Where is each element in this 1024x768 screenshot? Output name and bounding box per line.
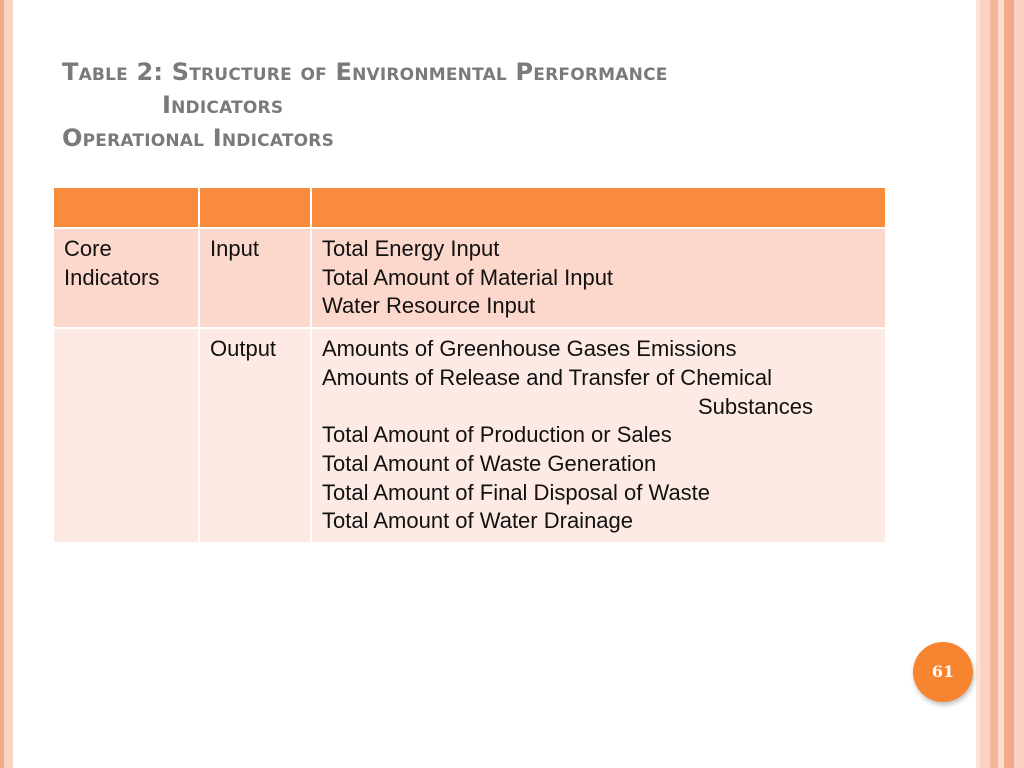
- right-decor-strip: [976, 0, 1024, 768]
- indicators-cell: Total Energy Input Total Amount of Mater…: [312, 229, 885, 328]
- table-row: Core Indicators Input Total Energy Input…: [54, 229, 885, 328]
- header-cell-1: [54, 188, 198, 227]
- left-decor-strip: [0, 0, 13, 768]
- type-cell: Input: [200, 229, 310, 328]
- table-header-row: [54, 188, 885, 227]
- indicators-cell: Amounts of Greenhouse Gases Emissions Am…: [312, 329, 885, 543]
- indicator-item: Amounts of Release and Transfer of Chemi…: [322, 364, 773, 390]
- indicator-item: Total Amount of Water Drainage: [322, 508, 634, 534]
- indicator-item: Total Amount of Waste Generation: [322, 450, 657, 476]
- indicator-item: Water Resource Input: [322, 293, 536, 319]
- indicator-item: Total Energy Input: [322, 236, 500, 261]
- title-line-2: Indicators: [162, 91, 284, 119]
- table-row: Output Amounts of Greenhouse Gases Emiss…: [54, 329, 885, 543]
- page-number-badge: 61: [913, 642, 973, 702]
- title-line-1: Table 2: Structure of Environmental Perf…: [62, 58, 668, 86]
- indicator-item: Total Amount of Production or Sales: [322, 422, 672, 448]
- header-cell-3: [312, 188, 885, 227]
- slide-title: Table 2: Structure of Environmental Perf…: [62, 56, 862, 155]
- category-cell: Core Indicators: [54, 229, 198, 328]
- category-cell: [54, 329, 198, 543]
- indicators-table: Core Indicators Input Total Energy Input…: [52, 186, 887, 544]
- header-cell-2: [200, 188, 310, 227]
- indicator-item: Amounts of Greenhouse Gases Emissions: [322, 336, 737, 362]
- indicator-item: Total Amount of Final Disposal of Waste: [322, 479, 711, 505]
- title-line-3: Operational Indicators: [62, 124, 335, 152]
- indicator-item: Total Amount of Material Input: [322, 264, 614, 290]
- type-cell: Output: [200, 329, 310, 543]
- indicator-item: Substances: [698, 393, 813, 419]
